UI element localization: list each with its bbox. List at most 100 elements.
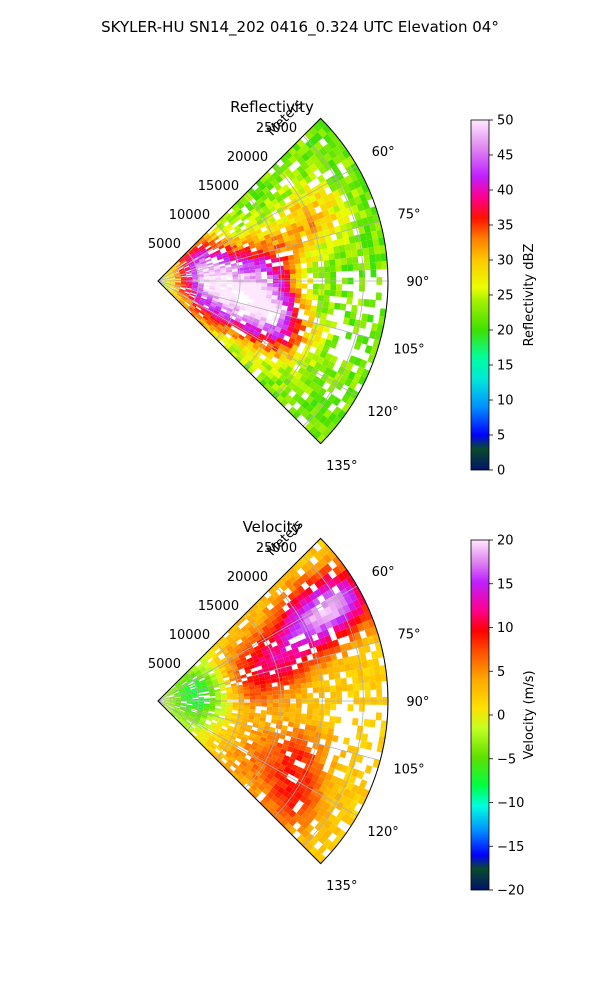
- radar-gate: [327, 149, 337, 159]
- angle-tick-label: 135°: [326, 879, 357, 894]
- radar-gate: [359, 359, 368, 369]
- radar-gate: [353, 357, 362, 367]
- radar-gate: [330, 691, 337, 698]
- radar-gate: [291, 630, 299, 638]
- radar-gate: [367, 215, 375, 225]
- radar-gate: [238, 763, 246, 770]
- radar-gate: [233, 224, 240, 231]
- radar-gate: [186, 694, 193, 697]
- radar-gate: [180, 277, 187, 279]
- radar-gate: [220, 687, 227, 692]
- radar-gate: [222, 229, 229, 235]
- radar-gate: [267, 799, 276, 807]
- radar-gate: [248, 328, 256, 334]
- radar-gate: [310, 250, 317, 257]
- radar-gate: [186, 679, 193, 684]
- radar-gate: [337, 152, 347, 162]
- radar-gate: [329, 685, 336, 692]
- radar-gate: [331, 659, 339, 667]
- radar-gate: [318, 364, 328, 373]
- radar-gate: [206, 328, 213, 334]
- radar-gate: [257, 610, 266, 618]
- radar-gate: [370, 322, 379, 332]
- radar-gate: [174, 681, 180, 686]
- radar-gate: [327, 308, 335, 315]
- radar-gate: [180, 274, 187, 277]
- radar-gate: [297, 607, 306, 616]
- radar-gate: [224, 261, 231, 266]
- radar-gate: [202, 709, 209, 713]
- radar-gate: [247, 635, 255, 642]
- radar-gate: [308, 801, 318, 810]
- radar-gate: [282, 370, 290, 378]
- radar-gate: [272, 707, 279, 712]
- radar-gate: [163, 281, 170, 284]
- radar-gate: [203, 698, 210, 701]
- radar-gate: [162, 274, 168, 278]
- radar-gate: [301, 319, 308, 327]
- radar-gate: [295, 237, 303, 244]
- radar-gate: [175, 282, 181, 284]
- radar-gate: [229, 756, 237, 763]
- radar-gate: [255, 245, 263, 251]
- radar-gate: [195, 241, 202, 247]
- radar-gate: [248, 262, 255, 267]
- radar-gate: [174, 703, 181, 706]
- radar-gate: [219, 685, 226, 689]
- radar-gate: [320, 732, 328, 740]
- radar-gate: [190, 711, 197, 715]
- radar-gate: [318, 396, 328, 406]
- radar-gate: [352, 793, 362, 803]
- radar-gate: [261, 243, 268, 250]
- radar-gate: [313, 272, 319, 279]
- radar-gate: [298, 667, 305, 674]
- radar-gate: [251, 741, 259, 748]
- radar-gate: [250, 309, 257, 315]
- radar-gate: [350, 188, 360, 198]
- radar-gate: [233, 626, 241, 634]
- radar-gate: [234, 339, 241, 347]
- radar-gate: [295, 379, 304, 389]
- radar-gate: [326, 240, 333, 249]
- radar-gate: [198, 255, 205, 261]
- radar-gate: [233, 348, 241, 356]
- radar-gate: [213, 309, 220, 315]
- radar-gate: [282, 680, 290, 686]
- radar-gate: [283, 264, 290, 270]
- radar-gate: [238, 282, 245, 286]
- radar-gate: [292, 307, 300, 314]
- radar-gate: [303, 729, 311, 736]
- radar-gate: [324, 234, 332, 243]
- radar-gate: [380, 673, 388, 682]
- radar-gate: [248, 265, 255, 270]
- radar-gate: [238, 276, 245, 280]
- radar-gate: [214, 271, 221, 274]
- radar-gate: [176, 684, 183, 689]
- radar-gate: [326, 588, 336, 598]
- radar-gate: [321, 614, 330, 624]
- radar-gate: [241, 316, 248, 323]
- radar-gate: [375, 712, 382, 721]
- radar-gate: [261, 205, 269, 213]
- radar-gate: [278, 199, 287, 207]
- radar-gate: [240, 635, 248, 642]
- radar-gate: [342, 317, 350, 325]
- radar-gate: [363, 675, 370, 683]
- radar-gate: [288, 613, 296, 621]
- radar-gate: [286, 745, 294, 753]
- radar-gate: [215, 704, 222, 707]
- radar-gate: [234, 304, 241, 310]
- radar-gate: [255, 311, 263, 317]
- radar-gate: [318, 576, 328, 586]
- radar-gate: [323, 680, 330, 687]
- radar-gate: [167, 707, 173, 711]
- radar-gate: [166, 288, 172, 293]
- radar-gate: [212, 646, 219, 652]
- radar-gate: [269, 744, 277, 751]
- radar-gate: [254, 261, 261, 266]
- radar-gate: [323, 295, 330, 302]
- radar-gate: [268, 614, 276, 622]
- radar-gate: [249, 689, 256, 693]
- radar-gate: [298, 620, 307, 628]
- radar-gate: [271, 776, 279, 784]
